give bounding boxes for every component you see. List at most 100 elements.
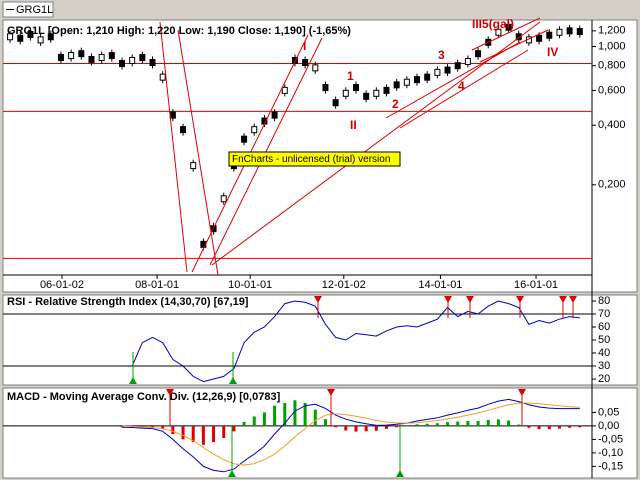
candle-body — [180, 126, 187, 134]
candle-body — [556, 28, 563, 36]
candle-body — [118, 60, 125, 68]
histogram-bar — [415, 424, 419, 426]
y-tick-label: 0,05 — [598, 406, 619, 418]
histogram-bar — [354, 425, 358, 432]
candle-body — [414, 76, 421, 84]
y-tick-label: 0,800 — [598, 60, 626, 72]
candle-body — [98, 53, 105, 61]
histogram-bar — [273, 405, 277, 426]
histogram-bar — [151, 425, 155, 427]
candle-body — [475, 50, 482, 58]
rsi-panel — [2, 294, 638, 386]
candle-body — [47, 33, 54, 41]
candle-body — [169, 111, 176, 119]
y-tick-label: -0,15 — [598, 460, 623, 472]
candle-body — [322, 84, 329, 92]
macd-chart: 0,05 0,00-0,05 -0,10-0,15 — [3, 398, 623, 473]
x-tick-label: 06-01-02 — [40, 279, 84, 291]
wave-label: 1 — [347, 69, 354, 83]
chart-title: GRG1L [Open: 1,210 High: 1,220 Low: 1,19… — [7, 25, 351, 37]
candle-body — [434, 68, 441, 76]
series-line — [121, 398, 580, 473]
candle-body — [536, 34, 543, 42]
sell-signal — [444, 296, 452, 303]
histogram-bar — [405, 425, 409, 427]
wave-label: 3 — [438, 48, 445, 62]
histogram-bar — [517, 424, 521, 426]
sell-signal — [516, 296, 524, 303]
histogram-bar — [201, 425, 205, 445]
histogram-bar — [191, 425, 195, 443]
candle-body — [251, 126, 258, 134]
wave-label: I — [303, 39, 306, 53]
legend-box[interactable] — [2, 1, 54, 18]
y-tick-label: 1,000 — [598, 40, 626, 52]
candle-body — [241, 135, 248, 143]
sell-signal — [466, 296, 474, 303]
candle-body — [291, 56, 298, 64]
candle-body — [566, 27, 573, 35]
candle-body — [57, 53, 64, 61]
series-line — [121, 402, 580, 466]
buy-signal — [229, 377, 237, 384]
sell-signal — [166, 389, 174, 396]
histogram-bar — [181, 425, 185, 440]
histogram-bar — [283, 402, 287, 426]
series-line — [131, 300, 580, 383]
y-tick-label: 70 — [598, 308, 610, 320]
wave-labels: I 1 II 2 3 4 III5(gal) IV — [303, 17, 558, 132]
candle-body — [129, 56, 136, 64]
candle-body — [373, 89, 380, 97]
buy-signal — [129, 377, 137, 384]
candle-body — [515, 33, 522, 41]
histogram-bar — [364, 425, 368, 432]
histogram-bar — [303, 402, 307, 426]
histogram-bar — [496, 419, 500, 426]
histogram-bar — [262, 412, 266, 426]
histogram-bar — [476, 421, 480, 426]
candle-body — [271, 111, 278, 119]
candle-body — [78, 50, 85, 58]
histogram-bar — [425, 423, 429, 426]
histogram-bar — [293, 400, 297, 426]
histogram-bar — [578, 425, 582, 428]
x-tick-label: 08-01-01 — [135, 279, 179, 291]
histogram-bar — [344, 425, 348, 431]
candle-body — [352, 84, 359, 92]
candle-body — [363, 92, 370, 100]
candle-body — [403, 78, 410, 86]
histogram-bar — [171, 425, 175, 434]
watermark-box — [228, 151, 401, 167]
histogram-bar — [547, 425, 551, 430]
buy-signal — [396, 470, 404, 477]
trend-line — [385, 41, 521, 119]
candle-body — [302, 59, 309, 67]
trend-line — [399, 49, 529, 129]
sell-signal — [518, 389, 526, 396]
histogram-bar — [466, 421, 470, 426]
candle-body — [108, 52, 115, 60]
candle-body — [393, 81, 400, 89]
candle-body — [27, 30, 34, 38]
legend-label: GRG1L — [16, 4, 53, 16]
candle-body — [454, 62, 461, 70]
trend-line — [211, 21, 541, 266]
sell-signal — [559, 296, 567, 303]
wave-label: 2 — [392, 97, 399, 111]
candle-body — [383, 86, 390, 94]
histogram-bar — [222, 425, 226, 439]
chart-title: RSI - Relative Strength Index (14,30,70)… — [7, 296, 249, 308]
x-tick-label: 10-01-01 — [228, 279, 272, 291]
y-tick-label: 60 — [598, 321, 610, 333]
wave-label: II — [350, 118, 357, 132]
signals — [129, 296, 577, 477]
histogram-bar — [252, 416, 256, 426]
y-tick-label: 0,200 — [598, 179, 626, 191]
sell-signal — [327, 389, 335, 396]
candle-body — [139, 53, 146, 61]
candle-body — [505, 23, 512, 31]
histogram-bar — [334, 425, 338, 428]
x-tick-label: 12-01-02 — [322, 279, 366, 291]
